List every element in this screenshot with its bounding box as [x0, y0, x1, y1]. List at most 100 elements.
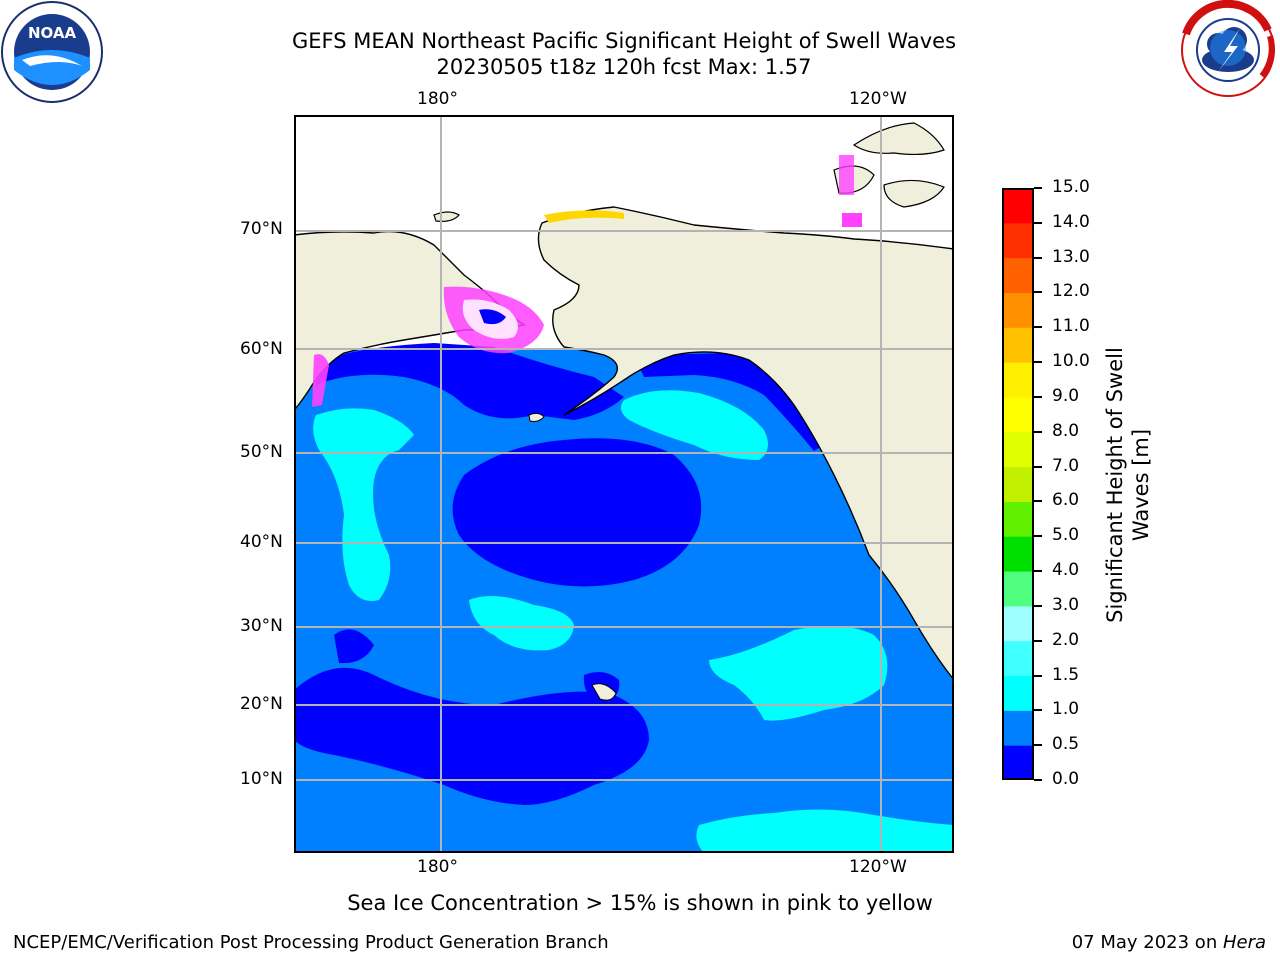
colorbar-tick-label: 9.0 [1052, 385, 1080, 406]
colorbar-segment [1002, 396, 1034, 433]
colorbar-segment [1002, 745, 1034, 780]
colorbar-tick-label: 2.0 [1052, 629, 1080, 650]
footer-machine: Hera [1222, 932, 1266, 953]
lat-label-50n: 50°N [240, 442, 283, 462]
colorbar-tick [1034, 604, 1042, 607]
colorbar-segment [1002, 188, 1034, 224]
east-cyan-region [709, 626, 888, 721]
lat-label-20n: 20°N [240, 694, 283, 714]
colorbar-tick-label: 0.0 [1052, 769, 1080, 789]
colorbar-tick-label: 0.5 [1052, 734, 1080, 755]
colorbar-tick [1034, 639, 1042, 642]
west-cyan-region [313, 408, 414, 601]
colorbar-tick [1034, 430, 1042, 433]
colorbar-axis-title: Significant Height of Swell Waves [m] [1102, 275, 1154, 695]
colorbar-tick [1034, 291, 1042, 294]
colorbar-segment [1002, 292, 1034, 328]
colorbar-tick-label: 14.0 [1052, 211, 1090, 232]
sea-ice-gap [479, 309, 506, 325]
north-america-land [537, 206, 954, 682]
aleutian-island [528, 412, 545, 422]
southern-dark-patch [334, 629, 374, 664]
sea-ice-note: Sea Ice Concentration > 15% is shown in … [347, 891, 933, 915]
noaa-logo: NOAA [0, 0, 104, 104]
colorbar-frame [1002, 188, 1034, 780]
footer-left: NCEP/EMC/Verification Post Processing Pr… [13, 932, 609, 953]
colorbar-tick-label: 8.0 [1052, 420, 1080, 441]
colorbar-segment [1002, 640, 1034, 677]
swell-height-map [294, 115, 954, 853]
central-cyan-region [469, 596, 574, 651]
noaa-logo-text: NOAA [28, 24, 77, 42]
colorbar-tick-label: 1.5 [1052, 664, 1080, 685]
map-frame [294, 115, 954, 853]
footer-right: 07 May 2023 on Hera [1072, 932, 1266, 953]
colorbar-tick-label: 13.0 [1052, 246, 1090, 267]
colorbar-tick [1034, 535, 1042, 538]
colorbar-segment [1002, 362, 1034, 398]
colorbar-segment [1002, 431, 1034, 468]
lat-label-30n: 30°N [240, 616, 283, 636]
colorbar-segment [1002, 257, 1034, 293]
colorbar-tick [1034, 465, 1042, 468]
southeast-cyan-region [696, 809, 954, 853]
colorbar-title-line1: Significant Height of Swell [1103, 347, 1127, 623]
lat-label-60n: 60°N [240, 339, 283, 359]
lon-label-bottom-180: 180° [417, 857, 458, 877]
colorbar-tick [1034, 361, 1042, 364]
page-subtitle: 20230505 t18z 120h fcst Max: 1.57 [436, 55, 812, 79]
colorbar-segment [1002, 536, 1034, 572]
gulf-cyan-region [620, 390, 768, 460]
colorbar-tick [1034, 779, 1042, 781]
colorbar-tick [1034, 187, 1042, 189]
colorbar-tick [1034, 326, 1042, 329]
colorbar-tick-label: 12.0 [1052, 281, 1090, 302]
lat-label-40n: 40°N [240, 532, 283, 552]
colorbar-tick-label: 7.0 [1052, 455, 1080, 476]
colorbar-tick [1034, 674, 1042, 677]
sea-ice-arctic-2 [842, 213, 862, 227]
colorbar-tick [1034, 500, 1042, 503]
southern-dark-blob [294, 667, 649, 805]
colorbar-tick-label: 5.0 [1052, 525, 1080, 546]
lon-label-top-120w: 120°W [849, 89, 907, 109]
lon-label-bottom-120w: 120°W [849, 857, 907, 877]
sea-ice-chukchi [544, 210, 624, 223]
hawaii-island [591, 683, 617, 701]
colorbar-tick-label: 6.0 [1052, 490, 1080, 511]
colorbar-tick [1034, 744, 1042, 747]
colorbar [1002, 188, 1034, 780]
arctic-island-2 [883, 179, 945, 208]
colorbar-tick [1034, 395, 1042, 398]
colorbar-tick-label: 15.0 [1052, 177, 1090, 197]
colorbar-segment [1002, 571, 1034, 607]
colorbar-tick-label: 1.0 [1052, 699, 1080, 720]
colorbar-tick [1034, 570, 1042, 573]
colorbar-tick-label: 4.0 [1052, 560, 1080, 581]
bering-dark-region [316, 343, 624, 420]
colorbar-tick-label: 11.0 [1052, 316, 1090, 337]
lat-label-70n: 70°N [240, 219, 283, 239]
colorbar-segment [1002, 466, 1034, 502]
colorbar-segment [1002, 327, 1034, 363]
map-gridlines [294, 115, 954, 853]
lon-label-top-180: 180° [417, 89, 458, 109]
colorbar-tick-label: 10.0 [1052, 351, 1090, 372]
colorbar-segment [1002, 222, 1034, 259]
colorbar-tick [1034, 256, 1042, 259]
colorbar-tick [1034, 709, 1042, 712]
sea-ice-siberia-coast [312, 354, 329, 407]
sea-ice-arctic-1 [839, 155, 854, 195]
colorbar-segment [1002, 710, 1034, 746]
colorbar-segment [1002, 675, 1034, 711]
colorbar-segment [1002, 605, 1034, 642]
footer-date: 07 May 2023 on [1071, 932, 1223, 953]
colorbar-tick-label: 3.0 [1052, 594, 1080, 615]
colorbar-segment [1002, 501, 1034, 537]
colorbar-title-line2: Waves [m] [1129, 428, 1153, 542]
colorbar-tick [1034, 221, 1042, 224]
central-dark-blob [452, 438, 702, 587]
nws-logo [1176, 0, 1280, 100]
page-title: GEFS MEAN Northeast Pacific Significant … [291, 29, 957, 53]
lat-label-10n: 10°N [240, 769, 283, 789]
